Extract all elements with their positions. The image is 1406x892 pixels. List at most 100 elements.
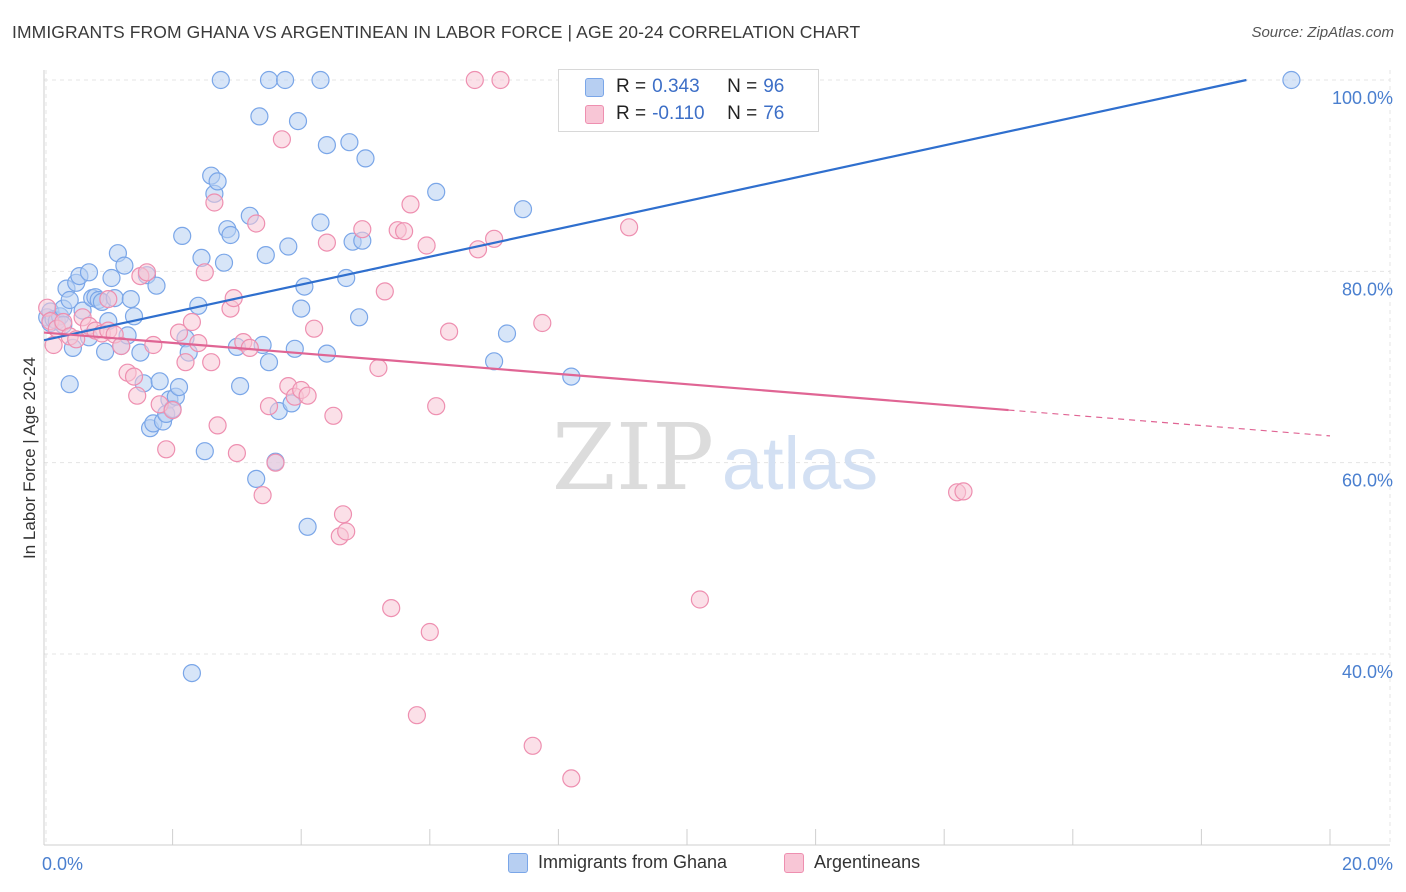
argentineans-point <box>205 193 224 212</box>
ghana-point <box>195 442 214 461</box>
chart-title: IMMIGRANTS FROM GHANA VS ARGENTINEAN IN … <box>12 22 861 42</box>
ghana-point <box>147 276 166 295</box>
argentineans-point <box>182 312 201 332</box>
stats-legend-row-ghana: R = 0.343 N = 96 <box>585 74 784 100</box>
ghana-point <box>214 253 234 272</box>
r-value: 0.343 <box>652 76 700 97</box>
r-label: R = <box>616 103 647 124</box>
argentineans-point <box>137 263 156 282</box>
series-argentineans <box>38 70 973 788</box>
argentineans-point <box>112 336 131 356</box>
argentineans-point <box>305 319 324 338</box>
argentineans-point <box>440 322 459 341</box>
argentineans-point <box>298 386 317 405</box>
source-label: Source: ZipAtlas.com <box>1251 24 1394 41</box>
argentineans-point <box>144 335 163 355</box>
argentineans-point <box>163 401 182 420</box>
argentineans-point <box>562 769 581 788</box>
ghana-point <box>337 268 356 288</box>
argentineans-point <box>227 444 246 463</box>
ghana-point <box>60 375 79 394</box>
argentineans-point <box>128 386 147 405</box>
ghana-point <box>221 225 240 245</box>
ghana-point <box>256 246 275 265</box>
ghana-point <box>513 200 533 219</box>
ghana-point <box>182 663 201 683</box>
argentineans-point <box>954 482 973 501</box>
argentineans-trend-extension <box>1008 409 1331 437</box>
argentineans-point <box>619 218 639 237</box>
r-label: R = <box>616 76 647 97</box>
ghana-point <box>298 517 317 536</box>
argentineans-point <box>272 130 291 149</box>
ghana-point <box>295 277 314 296</box>
ghana-point <box>95 342 115 361</box>
y-tick-label: 40.0% <box>1342 662 1393 682</box>
argentineans-point <box>427 397 446 416</box>
ghana-point <box>1282 70 1301 90</box>
argentineans-point <box>202 353 221 372</box>
ghana-point <box>497 324 517 343</box>
y-tick-label: 100.0% <box>1332 88 1393 108</box>
argentineans-point <box>189 334 208 353</box>
x-tick-label-min: 0.0% <box>42 854 83 874</box>
argentineans-point <box>247 214 266 233</box>
n-label: N = <box>727 103 758 124</box>
ghana-point <box>60 290 79 310</box>
ghana-point <box>562 367 581 386</box>
watermark-zip: ZIP <box>552 404 714 511</box>
watermark-atlas: atlas <box>722 422 878 505</box>
ghana-point <box>102 268 121 288</box>
argentineans-point <box>353 220 372 239</box>
ghana-point <box>317 344 336 363</box>
argentineans-point <box>690 590 710 609</box>
ghana-point <box>231 377 250 396</box>
ghana-point <box>121 290 140 309</box>
ghana-point <box>173 226 192 245</box>
legend-item-ghana[interactable]: Immigrants from Ghana <box>508 852 727 873</box>
series-ghana <box>38 70 1301 683</box>
ghana-swatch <box>585 77 604 97</box>
argentineans-point <box>169 323 189 342</box>
ghana-legend-swatch <box>508 852 528 873</box>
grid-lines <box>44 70 1391 845</box>
argentineans-point <box>176 353 195 372</box>
argentineans-point <box>259 397 279 416</box>
legend-item-argentineans[interactable]: Argentineans <box>784 852 920 873</box>
argentineans-point <box>375 282 394 301</box>
ghana-trend-line <box>43 78 1247 342</box>
ghana-point <box>279 237 298 256</box>
series-legend: Immigrants from Ghana Argentineans <box>0 852 1406 878</box>
argentineans-point <box>333 505 353 524</box>
y-tick-label: 80.0% <box>1342 279 1393 299</box>
ghana-point <box>317 136 336 155</box>
ghana-point <box>150 372 169 391</box>
n-value: 96 <box>763 76 785 97</box>
argentineans-point <box>124 367 144 386</box>
ghana-point <box>115 256 134 275</box>
ghana-point <box>79 263 99 282</box>
argentineans-point <box>369 358 388 378</box>
argentineans-point <box>317 233 336 252</box>
ghana-point <box>311 70 330 90</box>
argentineans-point <box>99 290 118 309</box>
argentineans-point <box>417 236 436 255</box>
axes <box>43 70 1390 846</box>
argentineans-point <box>195 263 214 282</box>
x-tick-label-max: 20.0% <box>1342 854 1393 874</box>
argentineans-point <box>337 522 356 541</box>
ghana-point <box>340 133 359 152</box>
legend-label-argentineans: Argentineans <box>814 852 921 872</box>
argentineans-swatch <box>585 104 604 124</box>
argentineans-point <box>324 406 343 425</box>
legend-label-ghana: Immigrants from Ghana <box>538 852 728 872</box>
argentineans-point <box>266 453 285 472</box>
argentineans-point <box>401 195 420 214</box>
argentineans-trend-line <box>43 331 1009 412</box>
ghana-point <box>211 70 230 90</box>
ghana-point <box>250 107 269 126</box>
ghana-point <box>247 469 266 488</box>
argentineans-point <box>253 486 272 505</box>
argentineans-point <box>468 240 488 259</box>
